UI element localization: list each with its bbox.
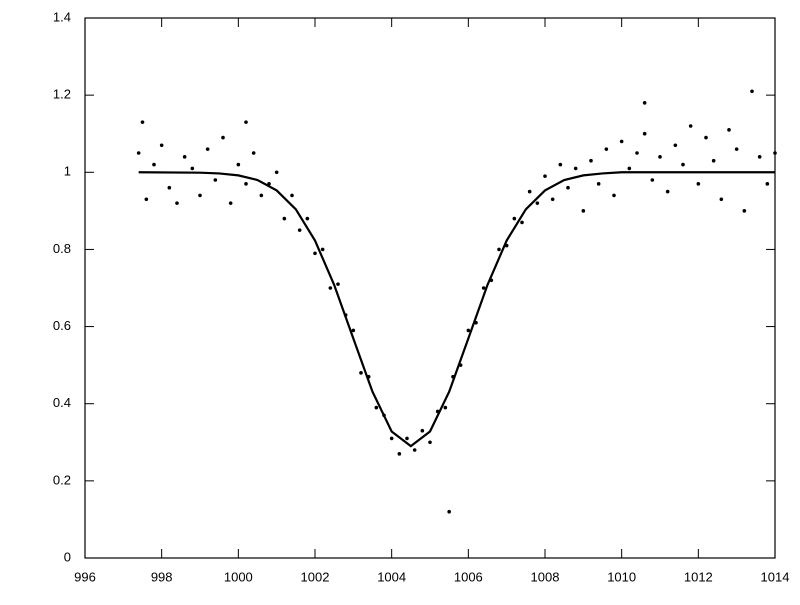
data-point xyxy=(244,120,248,124)
data-point xyxy=(213,178,218,182)
fit-line xyxy=(138,171,775,448)
data-point xyxy=(259,193,264,198)
data-point xyxy=(734,147,739,151)
data-point xyxy=(497,247,501,252)
data-point xyxy=(374,405,379,410)
data-point xyxy=(727,128,731,132)
data-point xyxy=(581,209,586,213)
data-point xyxy=(198,193,202,198)
data-point xyxy=(658,155,662,159)
x-tick-label: 1012 xyxy=(684,569,713,584)
data-point xyxy=(443,405,448,410)
data-point xyxy=(527,189,532,194)
data-point xyxy=(481,286,486,290)
data-point xyxy=(520,220,524,225)
data-point xyxy=(447,509,451,514)
data-point xyxy=(182,155,187,159)
data-point xyxy=(589,158,593,163)
data-point xyxy=(205,147,210,151)
data-point xyxy=(282,216,287,221)
data-point xyxy=(619,139,624,144)
data-point xyxy=(711,158,716,163)
data-point xyxy=(221,135,225,140)
data-point xyxy=(466,328,471,333)
y-tick-label: 0.4 xyxy=(53,395,71,410)
x-tick-label: 1010 xyxy=(607,569,636,584)
data-point xyxy=(397,452,402,456)
y-tick-label: 0.8 xyxy=(53,241,71,256)
data-point xyxy=(750,89,754,94)
data-point xyxy=(535,201,540,205)
data-point xyxy=(336,282,340,286)
y-tick-label: 1 xyxy=(64,164,71,179)
y-tick-label: 1.4 xyxy=(53,9,71,24)
x-tick-label: 1014 xyxy=(761,569,790,584)
data-point xyxy=(665,189,670,194)
x-tick-label: 1006 xyxy=(454,569,483,584)
data-point xyxy=(351,328,356,333)
data-point xyxy=(765,182,770,186)
data-point xyxy=(320,247,325,252)
data-point xyxy=(673,143,678,148)
data-point xyxy=(228,201,233,205)
data-point xyxy=(573,166,578,171)
data-point xyxy=(704,135,708,140)
data-point xyxy=(236,162,241,167)
x-tick-label: 1002 xyxy=(301,569,330,584)
data-point xyxy=(742,209,747,213)
data-point xyxy=(251,151,256,155)
data-point xyxy=(290,193,294,198)
x-tick-label: 1000 xyxy=(224,569,253,584)
data-point xyxy=(405,436,409,441)
data-point xyxy=(596,182,601,186)
x-tick-label: 1008 xyxy=(531,569,560,584)
data-point xyxy=(389,436,394,441)
data-point xyxy=(512,216,517,221)
data-point xyxy=(428,440,432,445)
data-point xyxy=(190,166,195,171)
data-point xyxy=(167,185,172,190)
data-point xyxy=(642,131,647,136)
data-point xyxy=(159,143,164,148)
y-tick-label: 0.2 xyxy=(53,472,71,487)
data-point xyxy=(420,428,425,433)
data-point xyxy=(688,124,693,128)
x-tick-label: 1004 xyxy=(377,569,406,584)
data-point xyxy=(328,286,333,290)
data-point xyxy=(696,182,701,186)
data-point xyxy=(313,251,317,256)
y-tick-label: 0.6 xyxy=(53,318,71,333)
data-point xyxy=(650,178,655,182)
data-point xyxy=(550,197,555,202)
data-point xyxy=(757,155,762,159)
data-point xyxy=(136,151,141,155)
data-point xyxy=(152,162,156,167)
x-tick-label: 998 xyxy=(151,569,173,584)
data-point xyxy=(635,151,639,155)
data-point xyxy=(642,101,647,105)
data-point xyxy=(244,182,248,186)
data-point xyxy=(604,147,609,151)
y-tick-label: 0 xyxy=(64,549,71,564)
data-point xyxy=(140,120,145,124)
y-tick-label: 1.2 xyxy=(53,87,71,102)
data-point xyxy=(612,193,616,198)
data-point xyxy=(719,197,724,202)
data-point xyxy=(359,371,363,375)
x-tick-label: 996 xyxy=(74,569,96,584)
plot-frame xyxy=(84,17,776,559)
data-point xyxy=(566,185,570,190)
data-point xyxy=(681,162,685,167)
data-point xyxy=(175,201,179,205)
data-point xyxy=(773,151,777,155)
data-point xyxy=(305,216,310,221)
data-point xyxy=(412,448,417,452)
data-point xyxy=(558,162,563,167)
data-point xyxy=(144,197,149,202)
data-point xyxy=(543,174,547,178)
data-point xyxy=(297,228,302,232)
data-point xyxy=(274,170,279,175)
data-point xyxy=(627,166,632,171)
